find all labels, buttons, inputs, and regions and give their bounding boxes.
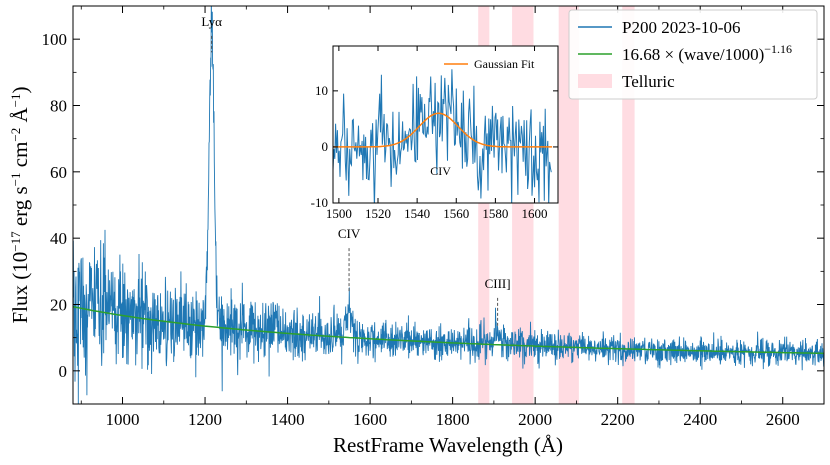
civ-inset: 1500 1520 1540 1560 1580 1600 -10 0 10 CIV Gaussia… [311, 45, 559, 221]
legend-label-2: 16.68 × (wave/1000)−1.16 [622, 42, 792, 64]
legend-label-base: 16.68 × (wave/1000) [622, 45, 764, 64]
y-axis-label-exponent: −1 [8, 93, 23, 107]
inset-x-tick-label-1560: 1560 [443, 206, 469, 221]
telluric-band-4 [622, 6, 635, 404]
annotation-label-1: Lyα [201, 14, 222, 29]
y-axis-label-part: ) [8, 86, 32, 93]
x-tick-label-2000: 2000 [518, 410, 552, 429]
inset-x-tick-label-1580: 1580 [482, 206, 508, 221]
y-axis-label-exponent: −2 [8, 128, 23, 142]
y-tick-label-0: 0 [59, 362, 68, 381]
legend-swatch-3 [578, 74, 612, 88]
y-tick-label-20: 20 [50, 296, 67, 315]
y-tick-label-80: 80 [50, 97, 67, 116]
y-tick-label-40: 40 [50, 229, 67, 248]
x-axis-label: RestFrame Wavelength (Å) [333, 433, 563, 457]
telluric-band-1 [478, 6, 490, 404]
telluric-band-3 [558, 6, 579, 404]
x-tick-label-1400: 1400 [271, 410, 305, 429]
inset-x-tick-label-1520: 1520 [365, 206, 391, 221]
x-tick-label-1800: 1800 [436, 410, 470, 429]
x-tick-label-1200: 1200 [188, 410, 222, 429]
y-axis-label-part: Flux (10 [8, 252, 32, 324]
y-tick-label-100: 100 [42, 30, 68, 49]
legend-label-3: Telluric [622, 72, 675, 91]
inset-spectrum-line [333, 69, 552, 203]
legend-box [568, 9, 818, 100]
powerlaw-line [73, 305, 824, 355]
inset-x-tick-label-1500: 1500 [326, 206, 352, 221]
legend-label-1: P200 2023-10-06 [622, 18, 741, 37]
inset-x-tick-label-1540: 1540 [404, 206, 430, 221]
y-axis-label-exponent: −1 [8, 172, 23, 186]
powerlaw-series [73, 305, 824, 355]
inset-background [333, 46, 558, 203]
inset-x-tick-label-1600: 1600 [522, 206, 548, 221]
annotation-label-2: CIV [338, 226, 361, 241]
inset-civ-label: CIV [430, 164, 451, 178]
annotation-label-3: CIII] [485, 276, 511, 291]
legend-label-exponent: −1.16 [764, 42, 792, 56]
inset-frame [332, 45, 559, 204]
inset-legend-label: Gaussian Fit [474, 57, 535, 71]
y-tick-label-60: 60 [50, 163, 67, 182]
y-axis-label: Flux (10−17 erg s−1 cm−2 Å−1) [8, 86, 33, 323]
spectrum-series [73, 6, 824, 404]
x-tick-label-2400: 2400 [683, 410, 717, 429]
main-axes: 1000 1200 1400 1600 1800 2000 2200 2400 26000204… [42, 5, 825, 429]
y-axis-label-exponent: −17 [8, 231, 23, 252]
spectrum-line [73, 6, 824, 404]
legend: P200 2023-10-06 16.68 × (wave/1000)−1.16 T… [568, 9, 818, 100]
x-tick-label-2200: 2200 [601, 410, 635, 429]
line-annotations: Lyα CIV CIII] [201, 14, 511, 328]
x-tick-label-1000: 1000 [106, 410, 140, 429]
inset-plot-area [333, 69, 553, 203]
inset-y-tick-label--10: -10 [311, 195, 328, 210]
gaussian-fit-line [333, 112, 553, 148]
inset-y-tick-label-10: 10 [315, 83, 328, 98]
y-axis-label-part: Å [8, 106, 32, 127]
x-tick-label-1600: 1600 [353, 410, 387, 429]
y-axis-label-part: erg s [8, 186, 32, 231]
inset-y-tick-label-0: 0 [322, 139, 329, 154]
y-axis-label-part: cm [8, 142, 32, 173]
x-tick-label-2600: 2600 [766, 410, 800, 429]
